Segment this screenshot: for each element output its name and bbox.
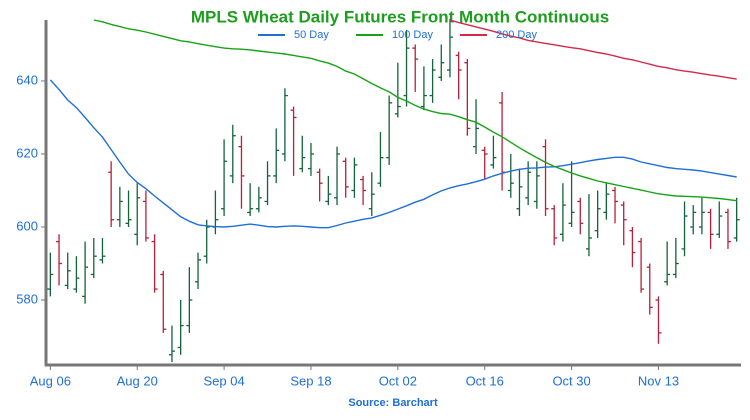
x-tick-label: Sep 18 xyxy=(290,373,331,388)
y-tick-label: 620 xyxy=(16,145,38,160)
x-tick-label: Aug 20 xyxy=(117,373,158,388)
x-tick-label: Sep 04 xyxy=(203,373,244,388)
source: Source: Barchart xyxy=(348,397,438,409)
x-tick-label: Oct 02 xyxy=(379,373,417,388)
y-tick-label: 600 xyxy=(16,218,38,233)
legend-label: 50 Day xyxy=(294,29,329,41)
x-tick-label: Aug 06 xyxy=(30,373,71,388)
ma-line xyxy=(449,19,737,80)
legend-label: 200 Day xyxy=(496,29,537,41)
chart-title: MPLS Wheat Daily Futures Front Month Con… xyxy=(191,7,609,26)
ma-line xyxy=(93,19,737,202)
y-tick-label: 640 xyxy=(16,72,38,87)
y-tick-label: 580 xyxy=(16,291,38,306)
legend-label: 100 Day xyxy=(392,29,433,41)
x-tick-label: Oct 16 xyxy=(466,373,504,388)
x-tick-label: Nov 13 xyxy=(638,373,679,388)
x-tick-label: Oct 30 xyxy=(552,373,590,388)
ma-line xyxy=(49,79,737,229)
